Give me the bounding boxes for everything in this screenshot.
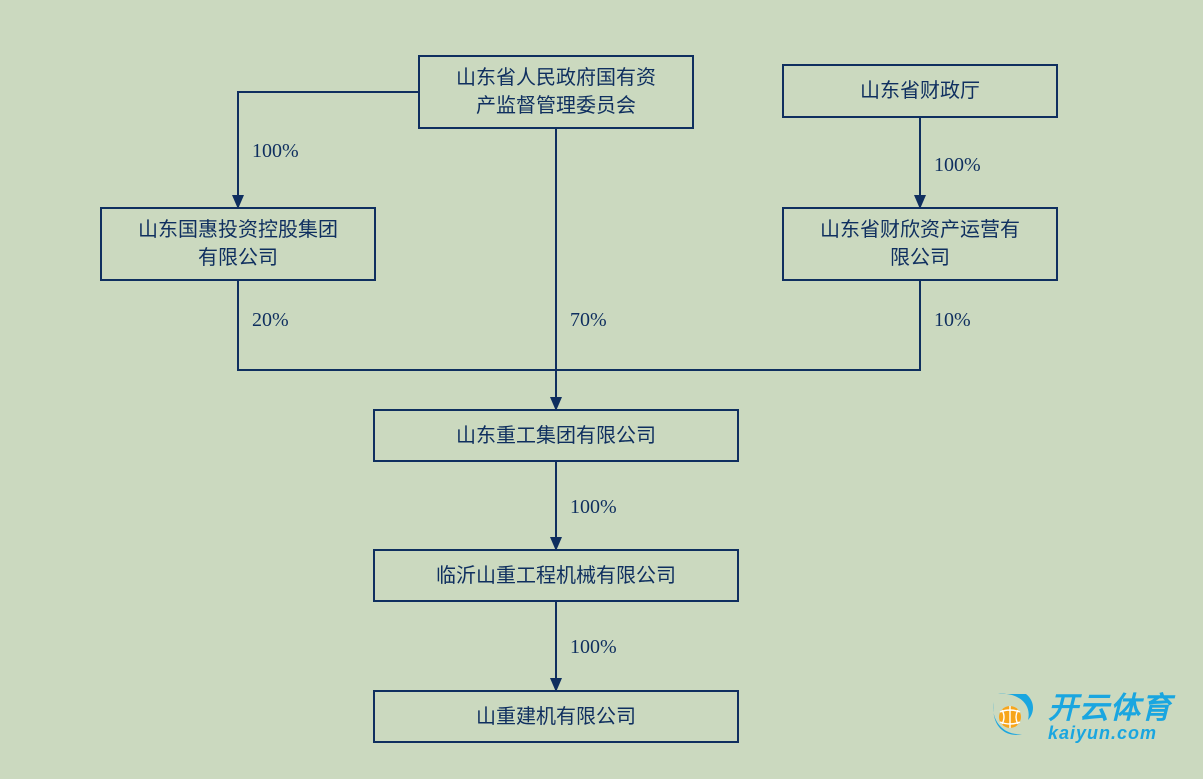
edge-label: 100%: [570, 636, 617, 659]
node-finance: 山东省财政厅: [782, 64, 1058, 118]
node-shanzhong: 山重建机有限公司: [373, 690, 739, 743]
edge-label-text: 100%: [934, 154, 981, 176]
node-label: 临沂山重工程机械有限公司: [436, 562, 676, 590]
node-label: 山东国惠投资控股集团有限公司: [138, 216, 338, 272]
edge-label-text: 100%: [252, 140, 299, 162]
node-label: 山东省财政厅: [860, 77, 980, 105]
edge-label: 10%: [934, 309, 971, 332]
node-sasac: 山东省人民政府国有资产监督管理委员会: [418, 55, 694, 129]
node-zhonggong: 山东重工集团有限公司: [373, 409, 739, 462]
edge-label-text: 10%: [934, 309, 971, 331]
edge-label-text: 20%: [252, 309, 289, 331]
watermark-brand-en: kaiyun.com: [1048, 724, 1172, 742]
node-label: 山东重工集团有限公司: [456, 422, 656, 450]
edge-label-text: 100%: [570, 496, 617, 518]
edge-label: 20%: [252, 309, 289, 332]
edge-label-text: 70%: [570, 309, 607, 331]
node-label: 山东省财欣资产运营有限公司: [820, 216, 1020, 272]
watermark-brand-cn: 开云体育: [1048, 694, 1172, 724]
edge-label: 100%: [934, 154, 981, 177]
logo-icon: [988, 690, 1038, 745]
node-caixin: 山东省财欣资产运营有限公司: [782, 207, 1058, 281]
edge-label-text: 100%: [570, 636, 617, 658]
org-chart-canvas: 山东省人民政府国有资产监督管理委员会 山东省财政厅 山东国惠投资控股集团有限公司…: [0, 0, 1203, 779]
node-label: 山重建机有限公司: [476, 703, 636, 731]
node-label: 山东省人民政府国有资产监督管理委员会: [456, 64, 656, 120]
node-linyi: 临沂山重工程机械有限公司: [373, 549, 739, 602]
edge-label: 70%: [570, 309, 607, 332]
node-guohui: 山东国惠投资控股集团有限公司: [100, 207, 376, 281]
watermark: 开云体育 kaiyun.com: [988, 690, 1172, 745]
edge-label: 100%: [570, 496, 617, 519]
edge-label: 100%: [252, 140, 299, 163]
